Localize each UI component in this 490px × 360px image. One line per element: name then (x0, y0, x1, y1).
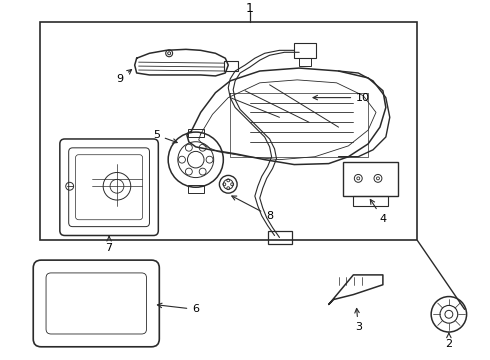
Text: 3: 3 (355, 309, 362, 332)
Text: 4: 4 (370, 199, 387, 224)
Text: 10: 10 (313, 93, 370, 103)
Text: 5: 5 (153, 130, 177, 143)
Text: 7: 7 (105, 237, 113, 253)
Text: 2: 2 (445, 333, 452, 349)
Bar (40, 22, 417, 240)
Bar (343, 162, 398, 196)
Text: 6: 6 (157, 303, 199, 314)
Text: 8: 8 (232, 196, 273, 221)
Bar (299, 58, 311, 66)
Bar (188, 129, 204, 137)
Bar (188, 185, 204, 193)
Text: 9: 9 (116, 69, 131, 84)
Bar (294, 44, 316, 58)
Text: 1: 1 (246, 3, 254, 15)
Bar (268, 230, 292, 244)
Bar (353, 196, 388, 206)
Bar (224, 61, 238, 71)
